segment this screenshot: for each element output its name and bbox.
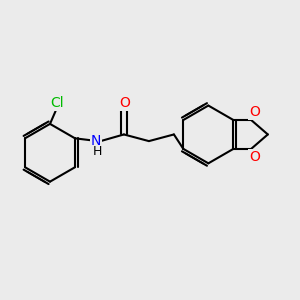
Text: O: O — [120, 96, 130, 110]
Text: Cl: Cl — [50, 96, 64, 110]
Text: N: N — [91, 134, 101, 148]
Text: H: H — [93, 145, 103, 158]
Text: O: O — [249, 150, 260, 164]
Text: O: O — [249, 105, 260, 119]
